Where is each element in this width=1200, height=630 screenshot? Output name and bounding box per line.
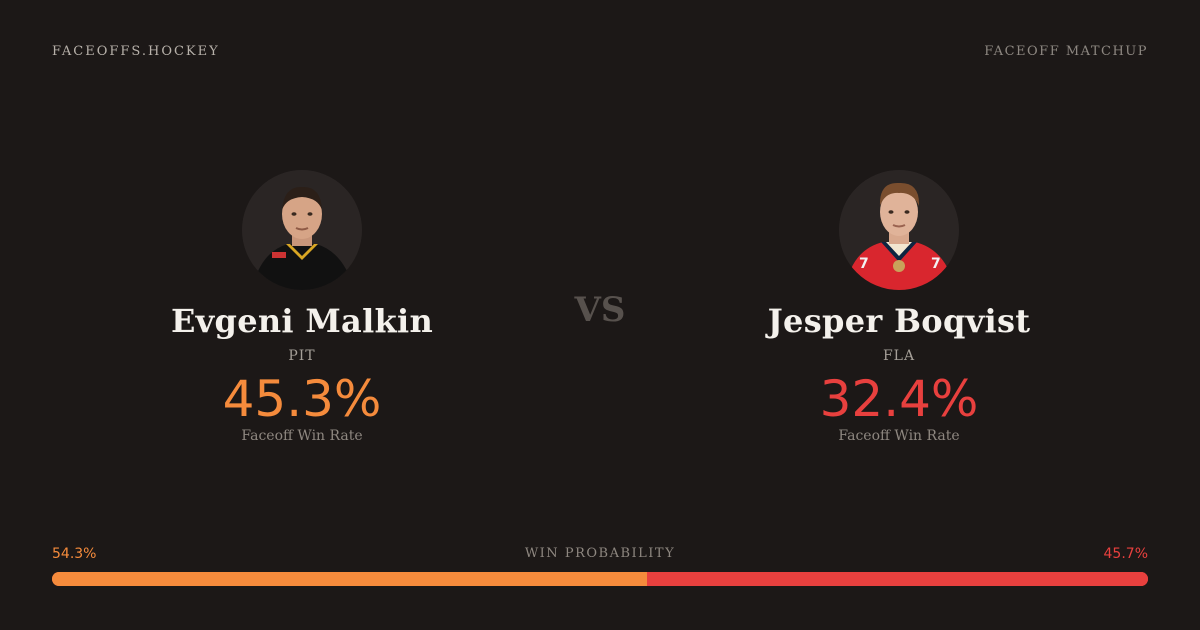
player-card-left: Evgeni Malkin PIT 45.3% Faceoff Win Rate: [102, 170, 502, 444]
svg-text:7: 7: [859, 256, 869, 272]
win-probability-left: 54.3%: [52, 546, 97, 562]
vs-label: VS: [574, 290, 626, 330]
page-label: FACEOFF MATCHUP: [984, 44, 1148, 59]
player-card-right: 7 7 Jesper Boqvist FLA 32.4% Faceoff Win…: [699, 170, 1099, 444]
player-team: PIT: [288, 348, 316, 364]
faceoff-win-rate-label: Faceoff Win Rate: [838, 428, 960, 444]
faceoff-win-rate: 45.3%: [222, 370, 382, 428]
win-probability-bar-right: [647, 572, 1148, 586]
player-avatar-right: 7 7: [839, 170, 959, 290]
win-probability-bar-left: [52, 572, 648, 586]
win-probability-right: 45.7%: [1103, 546, 1148, 562]
player-name[interactable]: Evgeni Malkin: [170, 302, 434, 340]
site-brand[interactable]: FACEOFFS.HOCKEY: [52, 44, 220, 59]
player-name[interactable]: Jesper Boqvist: [767, 302, 1031, 340]
player-team: FLA: [882, 348, 916, 364]
svg-text:7: 7: [931, 256, 941, 272]
faceoff-win-rate: 32.4%: [819, 370, 979, 428]
win-probability-bar: [52, 572, 1148, 586]
faceoff-win-rate-label: Faceoff Win Rate: [241, 428, 363, 444]
player-avatar-left: [242, 170, 362, 290]
win-probability-title: WIN PROBABILITY: [524, 546, 676, 561]
